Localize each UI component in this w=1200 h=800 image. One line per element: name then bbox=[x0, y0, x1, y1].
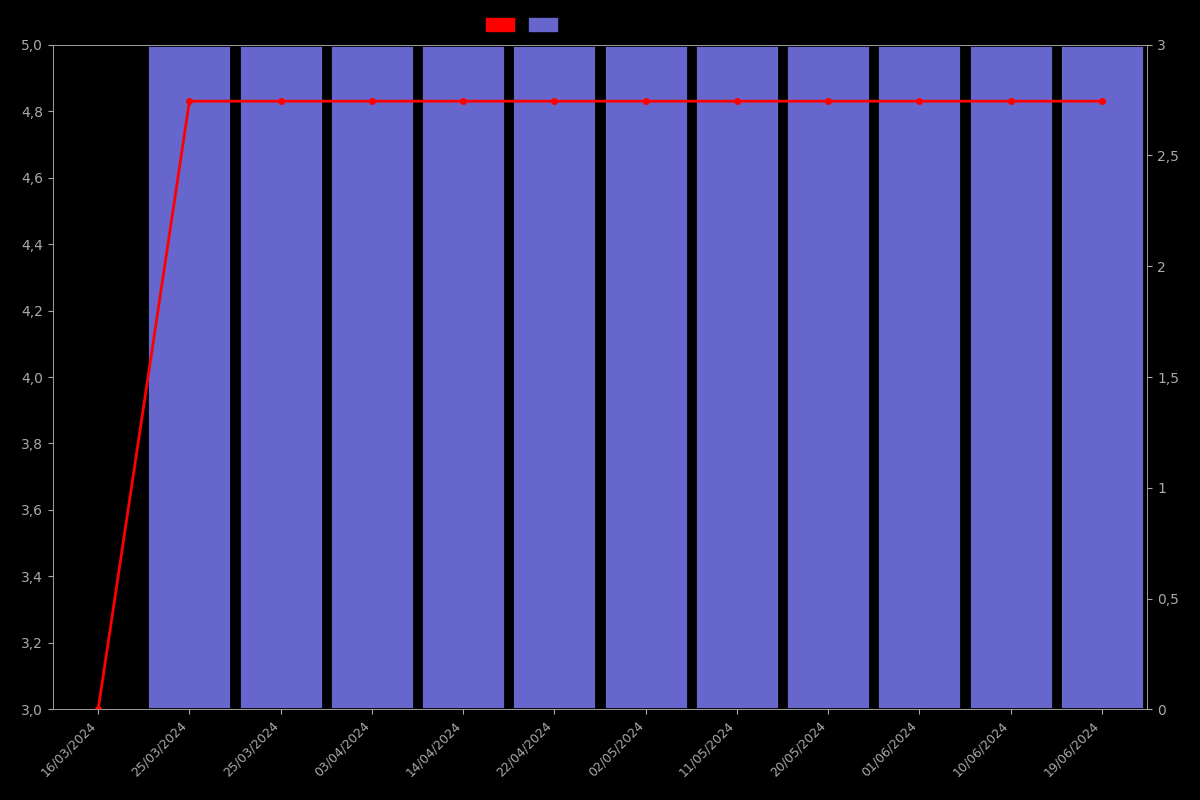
Bar bbox=[148, 45, 232, 710]
Bar bbox=[695, 45, 779, 710]
Bar bbox=[421, 45, 505, 710]
Bar bbox=[1060, 45, 1144, 710]
Bar bbox=[968, 45, 1052, 710]
Bar bbox=[330, 45, 414, 710]
Legend: , : , bbox=[486, 18, 560, 33]
Bar bbox=[239, 45, 323, 710]
Bar bbox=[604, 45, 688, 710]
Bar bbox=[512, 45, 596, 710]
Bar bbox=[877, 45, 961, 710]
Bar bbox=[786, 45, 870, 710]
